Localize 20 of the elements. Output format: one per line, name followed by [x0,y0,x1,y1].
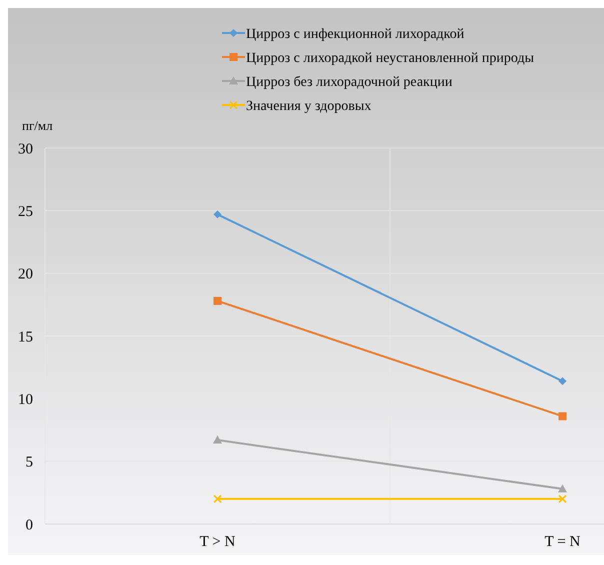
x-tick-label: T = N [544,534,581,550]
point [214,296,222,305]
legend-label: Цирроз с инфекционной лихорадкой [246,26,465,42]
y-tick-label: 0 [26,517,33,534]
point [214,210,222,218]
y-tick-label: 20 [18,266,33,283]
x-tick-label: T > N [200,534,236,550]
y-axis-title: пг/мл [22,118,54,133]
y-tick-label: 10 [18,392,33,408]
point [213,494,222,504]
y-tick-label: 25 [18,204,33,220]
point [558,494,567,504]
y-tick-label: 5 [26,454,33,471]
legend-label: Цирроз без лихорадочной реакции [246,74,453,90]
legend-label: Значения у здоровых [246,98,372,114]
point [558,412,566,420]
y-tick-label: 15 [18,329,33,346]
legend-label: Цирроз с лихорадкой неустановленной природы [246,50,535,66]
y-tick-label: 30 [18,141,33,158]
point [558,377,566,386]
